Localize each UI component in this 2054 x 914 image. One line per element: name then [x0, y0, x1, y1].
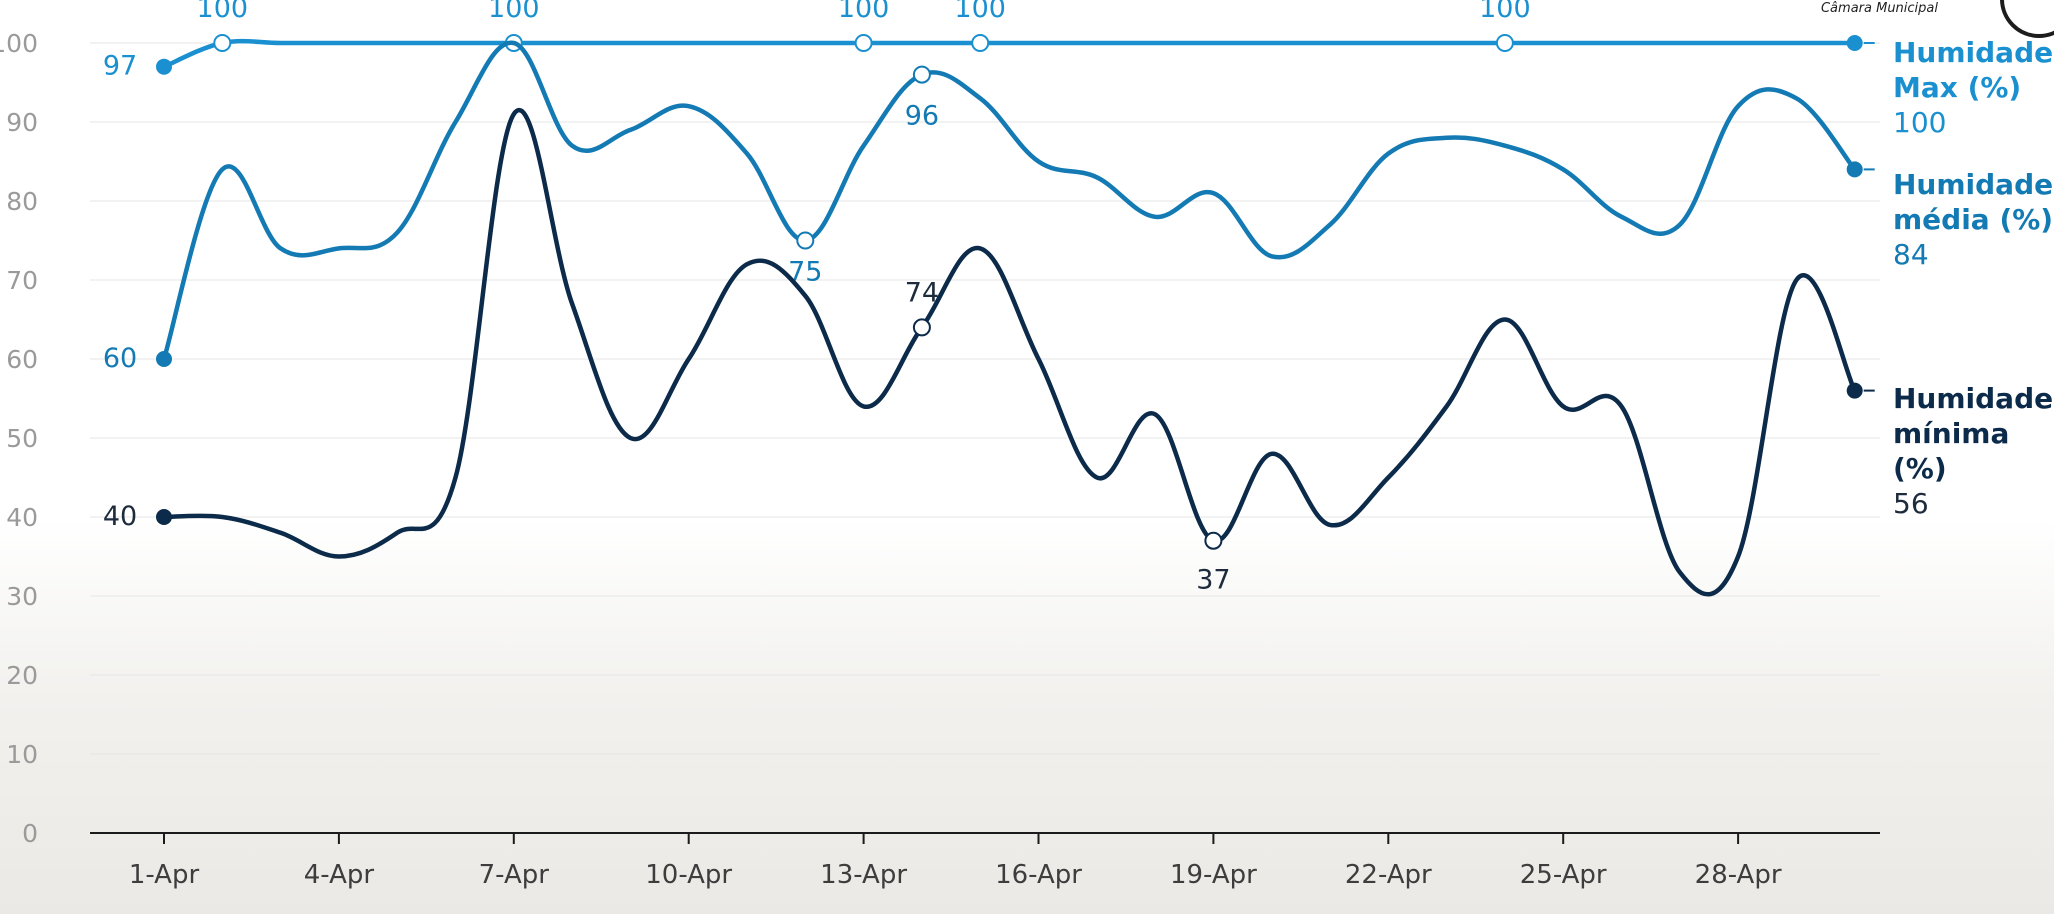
marker-start-media [156, 351, 172, 367]
x-tick-label: 1-Apr [129, 860, 200, 890]
legend-value-max: 100 [1893, 106, 1946, 139]
logo-text: Câmara Municipal [1820, 1, 1938, 16]
x-tick-label: 10-Apr [645, 860, 732, 890]
y-tick-label: 20 [6, 661, 38, 690]
marker-max [1495, 34, 1514, 52]
x-tick-label: 7-Apr [479, 860, 550, 890]
data-label-minima: 37 [1196, 565, 1230, 596]
legend-name-minima: mínima [1893, 417, 2009, 450]
data-label-max: 100 [488, 0, 540, 24]
legend-name-media: Humidade [1893, 168, 2053, 201]
marker-end-minima [1846, 382, 1863, 399]
marker-start-max [156, 58, 172, 75]
data-label-media: 96 [905, 101, 939, 132]
x-tick-label: 22-Apr [1345, 860, 1432, 890]
x-tick-label: 16-Apr [995, 860, 1082, 890]
y-tick-label: 40 [6, 503, 38, 532]
legend-name-minima: (%) [1893, 452, 1947, 485]
y-tick-label: 90 [6, 108, 38, 137]
data-label-max: 100 [838, 0, 890, 24]
y-tick-label: 50 [6, 424, 38, 453]
legend-value-media: 84 [1893, 238, 1929, 271]
y-tick-label: 0 [22, 819, 38, 848]
marker-end-max [1846, 35, 1863, 51]
marker-end-media [1846, 161, 1863, 178]
marker-media [912, 65, 931, 84]
y-tick-label: 30 [6, 582, 38, 611]
series-line-minima [161, 108, 1857, 597]
series-line-media [161, 40, 1857, 362]
data-label-minima: 74 [905, 277, 939, 308]
grid-layer [90, 42, 1880, 755]
data-label-media: 60 [103, 343, 137, 374]
legend-name-media: média (%) [1893, 203, 2053, 236]
y-tick-label: 80 [6, 187, 38, 216]
marker-max [854, 34, 873, 52]
marker-start-minima [156, 509, 172, 525]
axis-layer: 0 10 20 30 40 50 60 70 80 90 100 1-Apr 4-Apr 7-Apr 10-… [0, 29, 1880, 890]
data-label-max: 100 [197, 0, 249, 24]
y-tick-label: 60 [6, 345, 38, 374]
y-tick-label: 10 [6, 740, 38, 769]
legend-name-max: Humidade [1893, 36, 2053, 69]
x-tick-label: 4-Apr [304, 860, 375, 890]
background-shading [0, 520, 2054, 914]
legend-name-max: Max (%) [1893, 71, 2021, 104]
marker-media [796, 231, 815, 250]
x-tick-label: 28-Apr [1695, 860, 1782, 890]
y-tick-label: 70 [6, 266, 38, 295]
legend-name-minima: Humidade [1893, 382, 2053, 415]
x-tick-label: 25-Apr [1520, 860, 1607, 890]
marker-minima [912, 318, 931, 337]
x-tick-label: 13-Apr [820, 860, 907, 890]
data-label-minima: 40 [103, 501, 137, 532]
marker-max [213, 34, 232, 52]
data-label-max: 100 [954, 0, 1006, 24]
data-label-max: 97 [103, 51, 137, 82]
data-label-max: 100 [1479, 0, 1531, 24]
legend-value-minima: 56 [1893, 487, 1929, 520]
x-tick-label: 19-Apr [1170, 860, 1257, 890]
y-tick-label: 100 [0, 29, 38, 58]
marker-max [971, 34, 990, 52]
series-line-max [161, 38, 1857, 69]
marker-minima [1204, 531, 1223, 550]
